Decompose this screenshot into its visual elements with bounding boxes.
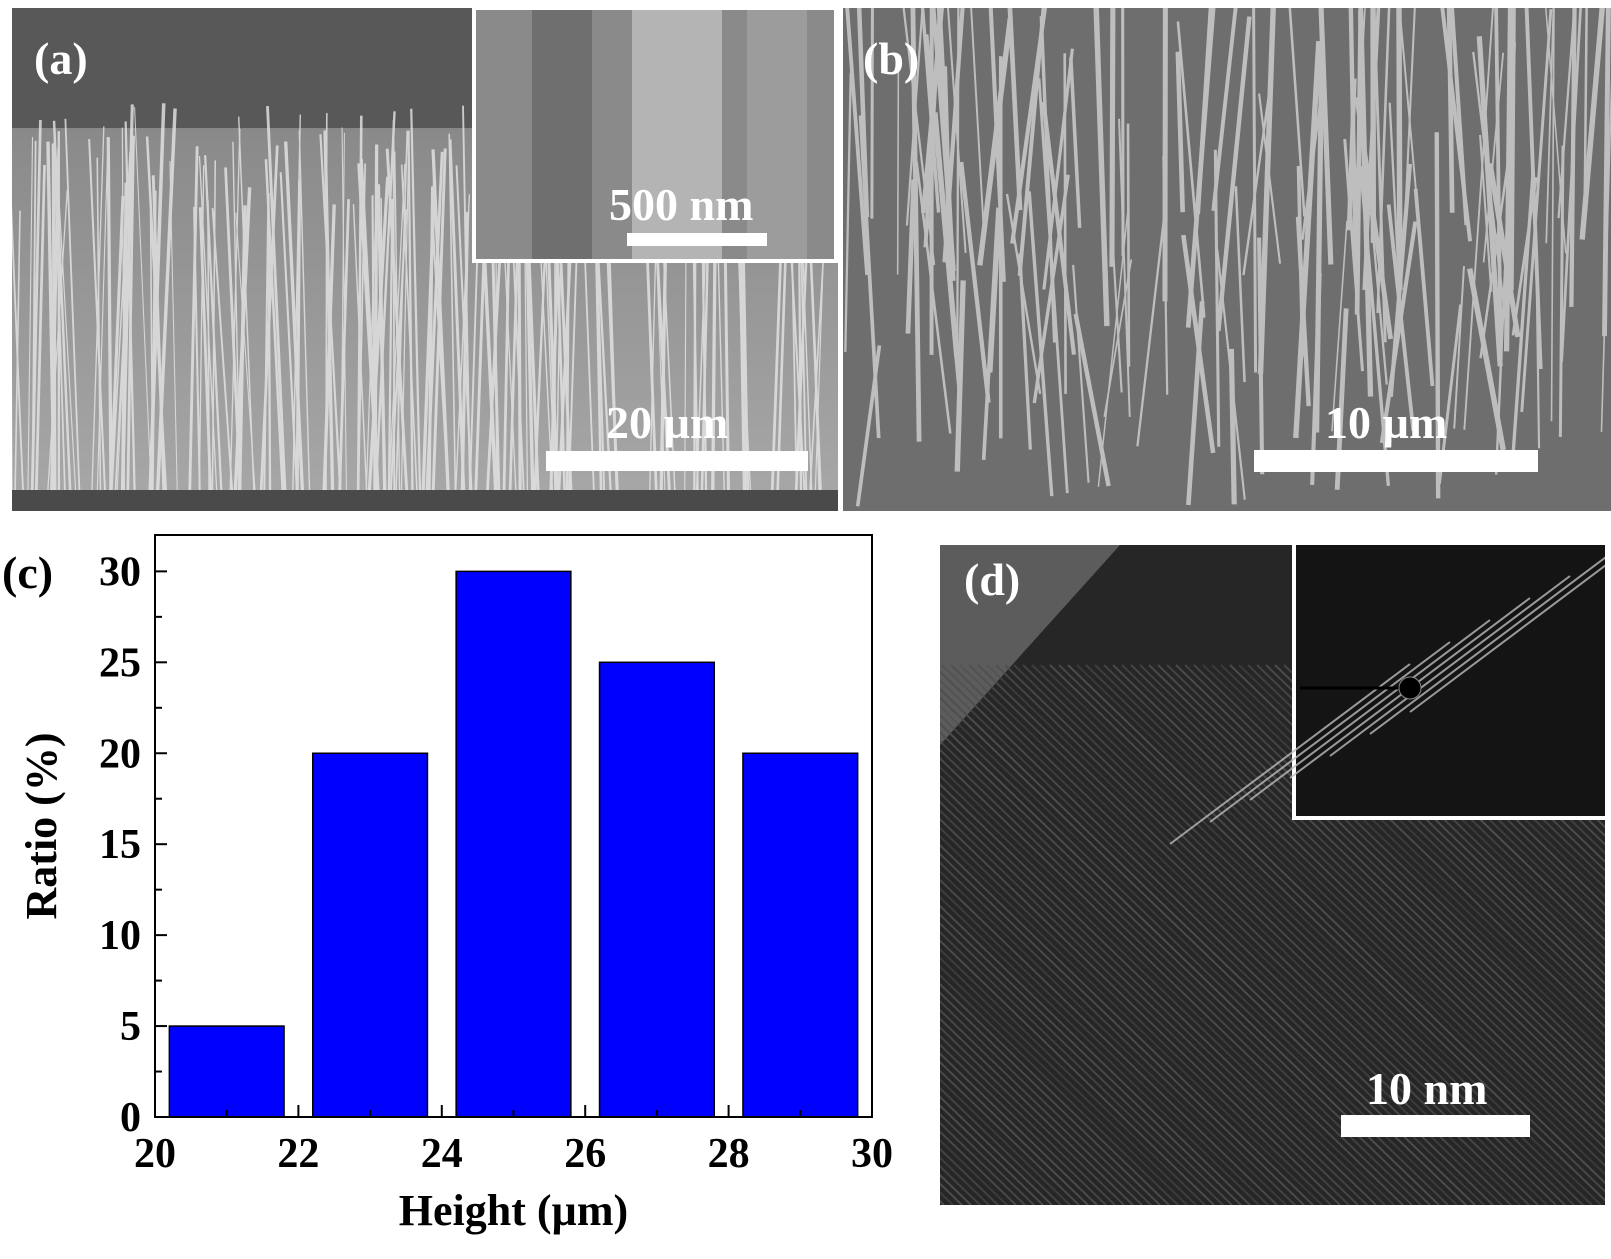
scale-label-b: 10 µm [1325, 397, 1448, 448]
x-tick-label: 26 [564, 1131, 606, 1177]
inset-scale-bar [627, 233, 767, 246]
sem-image-tilted-view: (b) 10 µm [843, 8, 1611, 511]
y-tick-label: 0 [120, 1095, 141, 1141]
y-tick-label: 10 [99, 913, 141, 959]
histogram-bar-1 [168, 1025, 285, 1118]
x-tick-label: 30 [851, 1131, 893, 1177]
x-axis-label: Height (µm) [399, 1186, 628, 1235]
histogram-bar-2 [311, 752, 429, 1118]
scale-label-d: 10 nm [1366, 1063, 1488, 1114]
sem-image-tilted-view-texture [843, 8, 1611, 511]
scale-label-a: 20 µm [606, 397, 729, 448]
y-tick-label: 15 [99, 822, 141, 868]
x-tick-label: 28 [708, 1131, 750, 1177]
panel-label-d: (d) [964, 554, 1021, 605]
panel-label-c: (c) [2, 547, 53, 598]
y-tick-label: 5 [120, 1004, 141, 1050]
y-tick-label: 20 [99, 731, 141, 777]
histogram-bar-5 [742, 752, 859, 1118]
histogram-bar-4 [598, 661, 716, 1118]
x-tick-label: 24 [421, 1131, 463, 1177]
y-axis-label: Ratio (%) [17, 733, 66, 920]
y-tick-label: 30 [99, 549, 141, 595]
sem-image-side-view-texture [12, 8, 838, 511]
x-tick-label: 20 [134, 1131, 176, 1177]
height-histogram: (c) 20 22 24 26 28 30 0 5 10 15 20 25 30 Height (µm)… [0, 520, 935, 1259]
histogram-bar-3 [455, 570, 572, 1118]
tem-image: (d) 10 nm [940, 545, 1605, 1205]
scale-bar-b [1254, 450, 1538, 472]
x-tick-label: 22 [277, 1131, 319, 1177]
panel-label-b: (b) [863, 33, 920, 84]
tem-image-texture [940, 545, 1605, 1205]
histogram-svg: (c) 20 22 24 26 28 30 0 5 10 15 20 25 30 Height (µm)… [2, 534, 893, 1235]
scale-bar-a [546, 451, 808, 471]
sem-image-side-view: (a) 500 nm 20 µm [12, 8, 838, 511]
y-tick-label: 25 [99, 640, 141, 686]
scale-bar-d [1341, 1115, 1530, 1137]
panel-label-a: (a) [34, 33, 88, 84]
inset-scale-label: 500 nm [609, 179, 754, 230]
